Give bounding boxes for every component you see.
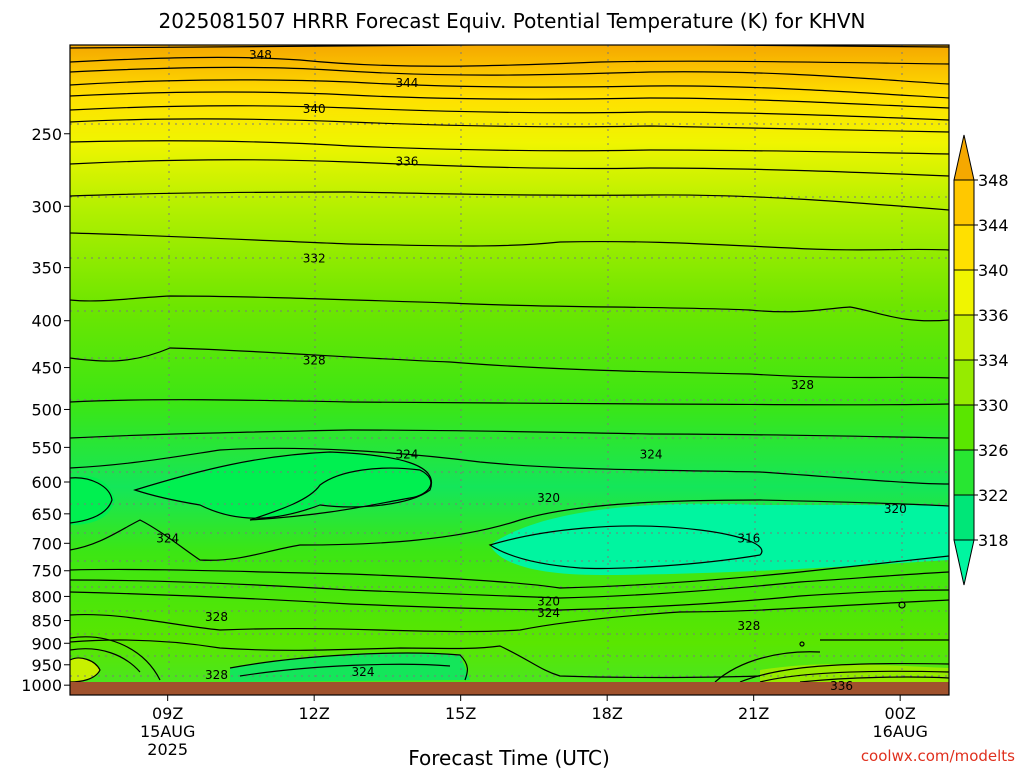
field-background <box>70 45 949 695</box>
y-tick-label: 950 <box>31 656 62 675</box>
colorbar-segment <box>953 449 975 496</box>
y-tick-label: 850 <box>31 612 62 631</box>
y-tick-label: 700 <box>31 534 62 553</box>
colorbar-label: 340 <box>978 261 1009 280</box>
colorbar-segment <box>953 269 975 316</box>
colorbar-segment <box>953 179 975 226</box>
y-tick-label: 550 <box>31 438 62 457</box>
y-tick-label: 600 <box>31 473 62 492</box>
region-near-surface <box>230 653 470 682</box>
colorbar-bottom-arrow <box>953 539 975 586</box>
contour-label: 320 <box>537 491 560 505</box>
colorbar-segment <box>953 224 975 271</box>
x-tick-label: 18Z <box>592 704 623 723</box>
contour-label: 324 <box>156 532 179 546</box>
credit-link[interactable]: coolwx.com/modelts <box>861 747 1015 765</box>
contour-label: 328 <box>791 378 814 392</box>
colorbar: 348 344 340 336 334 330 326 322 318 <box>953 134 1009 586</box>
colorbar-top-arrow <box>953 134 975 181</box>
y-tick-label: 750 <box>31 562 62 581</box>
colorbar-label: 318 <box>978 531 1009 550</box>
contour-label: 336 <box>830 679 853 693</box>
region-316-core <box>490 503 949 575</box>
plot-area <box>70 45 949 695</box>
contour-label: 324 <box>352 665 375 679</box>
colorbar-label: 330 <box>978 396 1009 415</box>
y-tick-label: 400 <box>31 312 62 331</box>
x-tick-label: 12Z <box>299 704 330 723</box>
colorbar-label: 322 <box>978 486 1009 505</box>
y-tick-label: 900 <box>31 634 62 653</box>
colorbar-segment <box>953 494 975 541</box>
colorbar-label: 336 <box>978 306 1009 325</box>
credit-text[interactable]: coolwx.com/modelts <box>861 747 1015 765</box>
x-tick-label: 15Z <box>445 704 476 723</box>
contour-label: 320 <box>884 502 907 516</box>
contour-label: 332 <box>303 251 326 265</box>
colorbar-label: 344 <box>978 216 1009 235</box>
contour-label: 324 <box>537 606 560 620</box>
y-tick-label: 500 <box>31 400 62 419</box>
contour-label: 316 <box>737 532 760 546</box>
colorbar-label: 348 <box>978 171 1009 190</box>
contour-lines <box>70 45 949 683</box>
y-tick-label: 350 <box>31 259 62 278</box>
region-320-pocket <box>135 452 432 519</box>
contour-label: 344 <box>395 76 418 90</box>
colorbar-segment <box>953 404 975 451</box>
y-tick-label: 300 <box>31 197 62 216</box>
contour-label: 336 <box>395 154 418 168</box>
plot-frame <box>69 44 950 696</box>
region-320-low <box>70 476 115 525</box>
y-tick-label: 650 <box>31 505 62 524</box>
contour-label: 324 <box>640 448 663 462</box>
contour-label: 328 <box>205 668 228 682</box>
x-tick-label: 09Z <box>152 704 183 723</box>
x-tick-label: 15AUG <box>140 722 195 741</box>
x-tick-label: 16AUG <box>872 722 927 741</box>
contour-label: 328 <box>205 610 228 624</box>
contour-label: 324 <box>395 448 418 462</box>
x-axis-label: Forecast Time (UTC) <box>408 746 610 768</box>
contour-label: 340 <box>303 102 326 116</box>
x-tick-label: 2025 <box>147 740 188 759</box>
y-tick-label: 800 <box>31 587 62 606</box>
y-tick-label: 1000 <box>21 676 62 695</box>
contour-label: 348 <box>249 48 272 62</box>
colorbar-segment <box>953 314 975 361</box>
chart-title: 2025081507 HRRR Forecast Equiv. Potentia… <box>159 9 866 33</box>
contour-label: 320 <box>537 594 560 608</box>
colorbar-segment <box>953 359 975 406</box>
y-axis: 250 300 350 400 450 500 550 600 650 700 750 800 850 9… <box>21 125 70 695</box>
contour-label: 328 <box>303 353 326 367</box>
ground-band <box>70 682 949 695</box>
colorbar-label: 334 <box>978 351 1009 370</box>
colorbar-label: 326 <box>978 441 1009 460</box>
x-tick-label: 21Z <box>738 704 769 723</box>
x-tick-label: 00Z <box>885 704 916 723</box>
y-tick-label: 450 <box>31 359 62 378</box>
contour-label: 328 <box>737 619 760 633</box>
y-tick-label: 250 <box>31 125 62 144</box>
